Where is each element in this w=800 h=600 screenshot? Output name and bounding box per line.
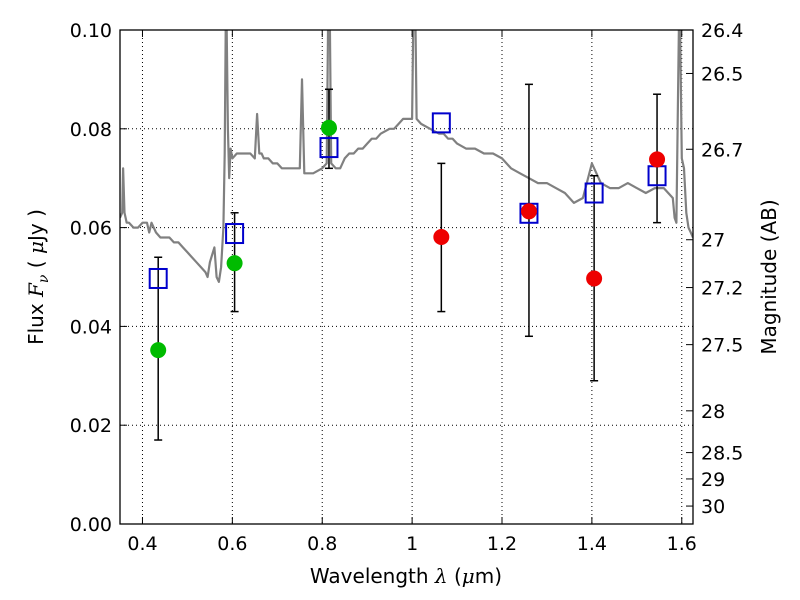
plot-area bbox=[120, 30, 693, 524]
spectrum-line bbox=[120, 30, 693, 283]
y2-tick-label: 27 bbox=[701, 230, 725, 252]
y2-tick-label: 28 bbox=[701, 401, 725, 423]
y2-tick-label: 29 bbox=[701, 469, 725, 491]
model-square-marker bbox=[319, 137, 339, 159]
y-tick-label: 0.06 bbox=[70, 218, 112, 240]
photometry-point bbox=[649, 151, 666, 168]
y2-tick-label: 27.2 bbox=[701, 278, 743, 300]
y2-tick-label: 30 bbox=[701, 496, 725, 518]
x-axis: 0.4 0.6 0.8 1 1.2 1.4 1.6 bbox=[127, 30, 697, 555]
model-square-marker bbox=[584, 182, 604, 204]
y2-tick-label: 26.7 bbox=[701, 139, 743, 161]
marker-layer bbox=[148, 112, 667, 359]
photometry-point bbox=[433, 228, 450, 245]
y-tick-label: 0.00 bbox=[70, 514, 112, 536]
x-tick-label: 1.6 bbox=[667, 533, 697, 555]
photometry-point bbox=[320, 119, 337, 136]
photometry-point bbox=[150, 342, 167, 359]
y-tick-label: 0.08 bbox=[70, 119, 112, 141]
y2-axis-label: Magnitude (AB) bbox=[757, 199, 781, 354]
photometry-point bbox=[586, 270, 603, 287]
y-tick-label: 0.10 bbox=[70, 20, 112, 42]
y2-tick-label: 28.5 bbox=[701, 443, 743, 465]
y-tick-label: 0.02 bbox=[70, 415, 112, 437]
x-tick-label: 1.4 bbox=[577, 533, 607, 555]
plot-frame bbox=[119, 29, 694, 525]
model-square-marker bbox=[148, 267, 168, 289]
x-axis-label: Wavelength λ (μm) bbox=[310, 564, 502, 588]
y2-axis: 26.4 26.5 26.7 27 27.2 27.5 28 28.5 29 30 bbox=[686, 20, 743, 518]
x-tick-label: 0.6 bbox=[217, 533, 247, 555]
x-tick-label: 1 bbox=[406, 533, 418, 555]
y2-tick-label: 26.4 bbox=[701, 20, 743, 42]
model-square-marker bbox=[225, 223, 245, 245]
photometry-point bbox=[520, 203, 537, 220]
spectrum-layer bbox=[120, 30, 693, 283]
y-tick-label: 0.04 bbox=[70, 316, 112, 338]
model-square-marker bbox=[431, 112, 451, 134]
x-tick-label: 0.8 bbox=[307, 533, 337, 555]
x-tick-label: 0.4 bbox=[127, 533, 157, 555]
y-axis-label: Flux Fν ( μJy ) bbox=[24, 209, 52, 345]
y2-tick-label: 27.5 bbox=[701, 335, 743, 357]
x-tick-label: 1.2 bbox=[487, 533, 517, 555]
y2-tick-label: 26.5 bbox=[701, 63, 743, 85]
y-axis: 0.00 0.02 0.04 0.06 0.08 0.10 bbox=[70, 20, 127, 536]
photometry-point bbox=[226, 255, 243, 272]
